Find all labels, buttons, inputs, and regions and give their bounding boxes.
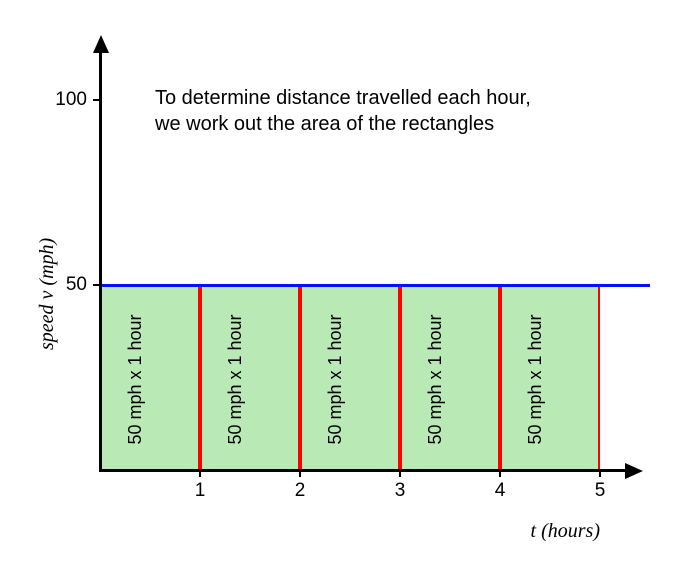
xtick-label: 3 xyxy=(380,480,420,502)
chart-annotation: To determine distance travelled each hou… xyxy=(155,85,531,137)
y-axis-label: speed v (mph) xyxy=(36,130,59,350)
bar-label-4: 50 mph x 1 hour xyxy=(425,287,446,472)
bar-label-2: 50 mph x 1 hour xyxy=(225,287,246,472)
xtick-mark xyxy=(399,470,401,477)
y-axis xyxy=(99,50,102,470)
constant-speed-line xyxy=(100,284,650,287)
ytick-mark xyxy=(93,284,100,286)
x-axis-arrow xyxy=(625,463,643,479)
annotation-line2: we work out the area of the rectangles xyxy=(155,111,531,137)
annotation-line1: To determine distance travelled each hou… xyxy=(155,85,531,111)
ytick-mark xyxy=(93,99,100,101)
xtick-mark xyxy=(499,470,501,477)
xtick-mark xyxy=(599,470,601,477)
xtick-label: 4 xyxy=(480,480,520,502)
xtick-mark xyxy=(299,470,301,477)
xtick-label: 5 xyxy=(580,480,620,502)
bar-label-3: 50 mph x 1 hour xyxy=(325,287,346,472)
xtick-mark xyxy=(199,470,201,477)
bar-3 xyxy=(300,285,400,470)
y-axis-arrow xyxy=(93,35,109,53)
bar-4 xyxy=(400,285,500,470)
x-axis xyxy=(99,469,629,472)
bar-5 xyxy=(500,285,600,470)
x-axis-label: t (hours) xyxy=(470,520,600,543)
speed-distance-chart: To determine distance travelled each hou… xyxy=(0,0,700,580)
bar-label-1: 50 mph x 1 hour xyxy=(125,287,146,472)
ytick-label: 100 xyxy=(45,89,87,111)
bar-1 xyxy=(100,285,200,470)
xtick-label: 2 xyxy=(280,480,320,502)
xtick-label: 1 xyxy=(180,480,220,502)
bar-label-5: 50 mph x 1 hour xyxy=(525,287,546,472)
bar-2 xyxy=(200,285,300,470)
